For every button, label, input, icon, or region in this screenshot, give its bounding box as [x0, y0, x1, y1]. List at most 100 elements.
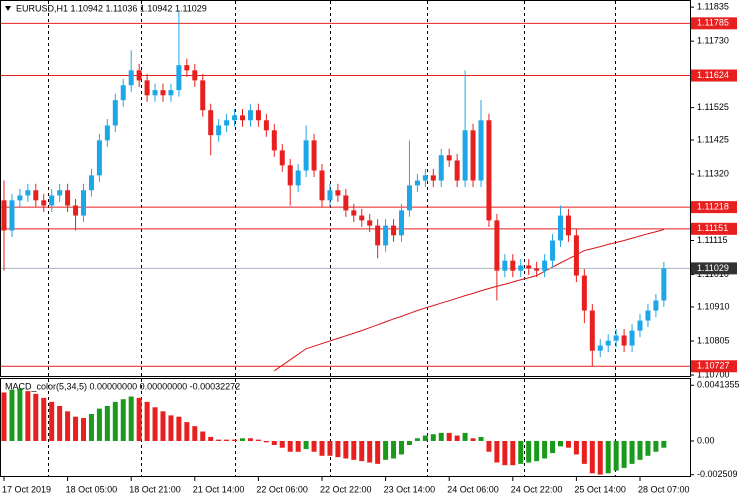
candle-body	[49, 195, 55, 206]
candle-body	[518, 265, 524, 271]
bar	[9, 389, 15, 441]
candle-body	[279, 150, 285, 166]
level-label: 1.11624	[697, 70, 729, 80]
bar	[613, 440, 619, 471]
candle-body	[41, 200, 47, 206]
bar	[637, 440, 643, 460]
candle-body	[255, 110, 261, 121]
y-tick-label: 0.00	[697, 435, 715, 445]
bar	[454, 435, 460, 441]
bar	[406, 440, 412, 446]
bar	[25, 391, 31, 441]
bar	[399, 440, 404, 455]
candle-body	[168, 90, 174, 96]
bar	[240, 438, 245, 441]
bar	[343, 440, 349, 459]
candle-body	[645, 310, 651, 321]
bar	[73, 416, 79, 441]
bar	[232, 439, 238, 441]
candle-body	[287, 165, 293, 186]
bar	[645, 440, 651, 456]
level-label-box	[691, 201, 737, 214]
bar	[255, 439, 261, 441]
bar	[112, 401, 118, 441]
candle-body	[478, 120, 484, 181]
y-tick-label: 1.10700	[697, 369, 730, 379]
candle-body	[208, 110, 214, 136]
candle-body	[57, 190, 63, 196]
bar	[208, 436, 214, 441]
candle-body	[33, 190, 39, 201]
candle-body	[216, 125, 222, 136]
candle-body	[581, 275, 587, 311]
level-label: 1.11218	[697, 201, 729, 211]
candle-body	[184, 65, 190, 71]
bar	[120, 399, 126, 441]
plot-layer	[1, 10, 690, 475]
candle-body	[573, 235, 579, 276]
y-tick-label: 1.11730	[697, 36, 729, 46]
candle-body	[637, 320, 643, 331]
bar	[462, 432, 468, 441]
candle-body	[486, 120, 492, 221]
bar	[597, 440, 603, 475]
candle-body	[550, 240, 556, 261]
x-tick-label: 24 Oct 06:00	[447, 484, 499, 494]
bar	[565, 440, 571, 448]
candle-body	[327, 190, 333, 201]
bar	[41, 397, 47, 441]
bar	[550, 440, 556, 454]
indicator-title: MACD_color(5,34,5) 0.00000000 0.00000000…	[5, 381, 240, 391]
collapse-icon[interactable]	[5, 6, 11, 11]
bar	[335, 440, 341, 458]
candle-body	[144, 80, 150, 96]
bar	[351, 440, 357, 460]
bar	[160, 411, 166, 441]
candle-body	[462, 130, 468, 181]
level-label-box	[691, 17, 737, 30]
candle-body	[542, 260, 548, 271]
x-tick-label: 21 Oct 14:00	[193, 484, 245, 494]
x-tick-label: 28 Oct 07:00	[638, 484, 690, 494]
level-label: 1.10727	[697, 361, 730, 371]
candle-body	[303, 140, 309, 171]
candle-body	[263, 120, 269, 131]
bar	[486, 440, 492, 452]
candle-body	[136, 70, 142, 81]
candle-body	[454, 160, 460, 181]
candle-body	[565, 215, 571, 236]
moving-average	[274, 229, 664, 372]
candle-body	[25, 190, 31, 196]
candle-body	[597, 345, 603, 351]
y-tick-label: 1.10910	[697, 301, 730, 311]
bar	[224, 439, 230, 441]
candle-body	[192, 70, 198, 81]
bar	[494, 440, 500, 463]
candle-body	[81, 190, 86, 216]
x-tick-label: 18 Oct 05:00	[66, 484, 118, 494]
candle-body	[73, 205, 79, 216]
bar	[144, 401, 150, 441]
candle-body	[414, 180, 420, 186]
bar	[65, 411, 71, 441]
candle-body	[375, 225, 381, 246]
bar	[49, 401, 55, 441]
x-tick-label: 24 Oct 22:00	[511, 484, 563, 494]
bar	[319, 440, 325, 456]
x-tick-label: 22 Oct 22:00	[320, 484, 372, 494]
bar	[391, 440, 397, 459]
bar	[263, 440, 269, 443]
main-pane-border	[0, 0, 691, 377]
bar	[104, 405, 110, 441]
bar	[184, 422, 190, 441]
candle-body	[661, 268, 667, 301]
price-label: 1.11029	[697, 263, 729, 273]
candle-body	[1, 200, 7, 231]
chart-title: EURUSD,H1 1.10942 1.11036 1.10942 1.1102…	[16, 3, 207, 13]
bar	[168, 415, 174, 441]
bar	[1, 392, 7, 441]
bar	[303, 440, 309, 450]
y-tick-label: 1.11425	[697, 134, 729, 144]
